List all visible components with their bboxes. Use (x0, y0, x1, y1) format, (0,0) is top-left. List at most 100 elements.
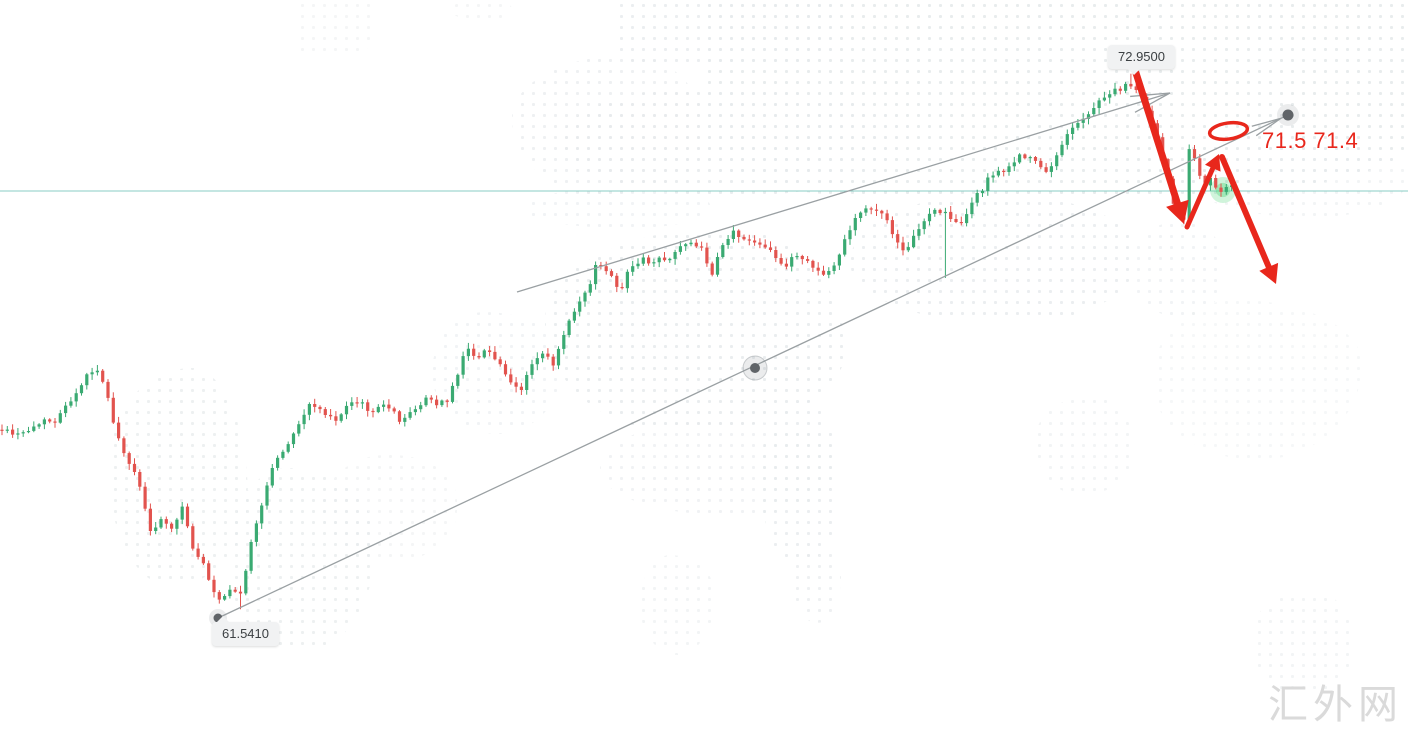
candle-body (228, 589, 232, 597)
candle-body (641, 257, 645, 264)
dot-map-blob (1130, 222, 1225, 317)
dot-map-blob (793, 545, 841, 623)
candle-body (758, 242, 762, 245)
candle-body (1071, 127, 1075, 134)
forecast-arrow-shaft-3[interactable] (1219, 154, 1276, 279)
candle-body (747, 239, 751, 241)
candle-body (58, 413, 62, 423)
candle-body (694, 242, 698, 247)
candle-body (763, 244, 767, 248)
upper-channel-trendline[interactable] (516, 92, 1171, 293)
candle-body (901, 242, 905, 251)
candle-body (297, 424, 301, 434)
candle-body (1134, 86, 1138, 90)
candle-body (970, 202, 974, 215)
candle-body (917, 229, 921, 236)
forecast-arrow-shaft-1[interactable] (1132, 69, 1185, 218)
candle-body (1081, 118, 1085, 123)
candle-body (731, 230, 735, 239)
low-price-text: 61.5410 (222, 626, 269, 641)
candle-body (583, 292, 587, 302)
candle-body (461, 356, 465, 375)
candle-body (413, 409, 417, 413)
candle-body (1214, 178, 1218, 188)
forecast-ellipse[interactable] (1207, 120, 1250, 142)
candle-body (1118, 88, 1122, 91)
trendline-arrowhead (1251, 117, 1281, 127)
candle-body (323, 409, 327, 415)
dot-map-blob (432, 312, 564, 434)
candle-body (996, 170, 1000, 176)
candle-body (42, 419, 46, 425)
candle-body (943, 211, 947, 214)
candle-body (620, 287, 624, 289)
candle-body (525, 375, 529, 390)
candle-body (1198, 158, 1202, 176)
candle-body (339, 414, 343, 421)
candle-body (806, 259, 810, 261)
candle-body (244, 570, 248, 594)
candle-body (249, 542, 253, 571)
candle-body (180, 506, 184, 520)
candle-body (912, 235, 916, 248)
trendline-arrowhead (1134, 92, 1171, 113)
forecast-arrow-head-2 (1204, 154, 1221, 172)
dot-map-blob (640, 555, 715, 655)
candle-body (678, 246, 682, 252)
candle-body (864, 208, 868, 213)
candle-body (657, 257, 661, 263)
candle-body (705, 247, 709, 264)
candle-body (768, 247, 773, 250)
candle-body (90, 372, 94, 375)
candle-body (11, 429, 15, 435)
candle-body (466, 348, 470, 357)
candle-body (821, 270, 826, 275)
trendline-handle[interactable] (1277, 104, 1299, 126)
trendlines-layer[interactable] (209, 92, 1299, 627)
candle-body (832, 265, 836, 271)
high-price-label: 72.9500 (1108, 45, 1175, 75)
candle-body (567, 320, 571, 335)
candle-body (164, 519, 168, 524)
candle-body (122, 438, 126, 454)
candle-body (700, 246, 704, 248)
candle-body (74, 393, 78, 402)
candle-body (482, 350, 486, 358)
candle-body (790, 257, 794, 267)
candle-body (37, 424, 41, 427)
candle-body (79, 385, 84, 394)
candle-body (535, 358, 539, 365)
candle-body (1124, 83, 1128, 91)
candle-body (387, 404, 391, 409)
candle-body (1044, 167, 1048, 172)
candle-body (307, 404, 311, 415)
candle-body (980, 190, 985, 194)
high-price-text: 72.9500 (1118, 49, 1165, 64)
candle-body (456, 374, 460, 386)
candle-body (1007, 166, 1011, 172)
candle-body (737, 230, 741, 237)
candles-layer (0, 73, 1234, 610)
candle-body (509, 374, 513, 383)
forecast-annotations-layer[interactable] (1132, 69, 1279, 284)
lower-channel-trendline[interactable] (209, 104, 1299, 627)
dot-map-blob (1192, 142, 1407, 217)
candle-body (270, 468, 274, 486)
candle-body (138, 472, 142, 487)
candle-body (1113, 88, 1117, 95)
candle-body (313, 404, 317, 407)
trendline-handle[interactable] (742, 355, 768, 381)
candle-body (721, 245, 725, 257)
candle-body (148, 508, 152, 531)
forecast-arrow-shaft-2[interactable] (1184, 158, 1219, 230)
candle-body (1086, 114, 1091, 119)
candle-body (212, 579, 216, 593)
candle-body (201, 556, 205, 564)
candle-body (302, 414, 306, 425)
candle-body (472, 348, 476, 356)
low-price-label: 61.5410 (212, 616, 279, 646)
dot-map-blob (1250, 590, 1355, 695)
glow-inner (1215, 182, 1231, 198)
candle-body (636, 263, 640, 267)
